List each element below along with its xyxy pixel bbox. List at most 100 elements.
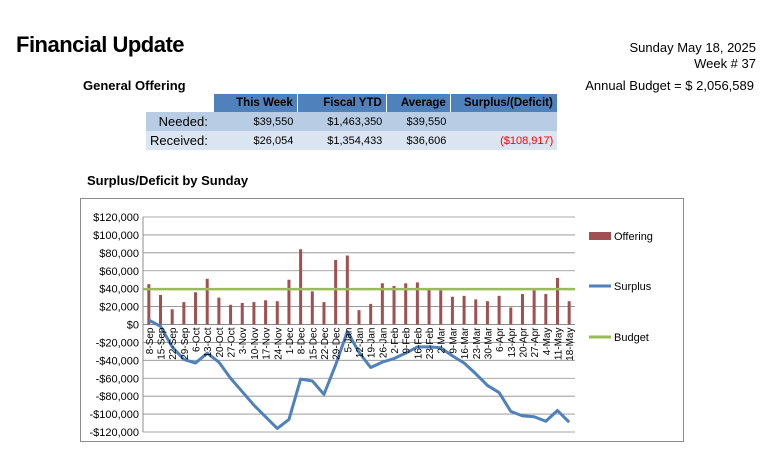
y-tick-label: -$80,000 (96, 391, 139, 403)
col-header-average: Average (386, 94, 451, 112)
x-tick-label: 13-Oct (203, 327, 214, 357)
legend-label: Budget (614, 332, 649, 344)
x-tick-label: 23-Mar (472, 327, 483, 359)
x-tick-label: 10-Nov (250, 328, 261, 360)
offering-bar (217, 297, 221, 325)
x-tick-label: 9-Mar (448, 327, 459, 354)
y-tick-label: -$40,000 (96, 355, 139, 367)
x-tick-label: 22-Dec (320, 328, 331, 360)
offering-bar (462, 295, 466, 325)
offering-bar (275, 301, 279, 325)
offering-bar (427, 289, 431, 325)
legend-label: Surplus (614, 281, 652, 293)
cell-needed-surplus (450, 112, 558, 131)
x-tick-label: 9-Feb (402, 327, 413, 354)
offering-bar (485, 301, 489, 325)
x-tick-label: 8-Sep (145, 327, 156, 354)
offering-bar (205, 278, 209, 325)
offering-bar (194, 292, 198, 325)
offering-bar (520, 294, 524, 325)
y-tick-label: $120,000 (93, 212, 139, 224)
col-header-fiscal-ytd: Fiscal YTD (297, 94, 387, 112)
offering-bar (392, 285, 396, 325)
y-tick-label: $80,000 (99, 248, 139, 260)
chart-title: Surplus/Deficit by Sunday (87, 173, 249, 188)
offering-bar (299, 249, 303, 325)
offering-table: This Week Fiscal YTD Average Surplus/(De… (146, 94, 558, 150)
row-label-received: Received: (146, 131, 214, 150)
offering-bar (159, 294, 163, 325)
x-tick-label: 6-Oct (192, 327, 203, 352)
y-tick-label: $20,000 (99, 302, 139, 314)
offering-bar (497, 295, 501, 325)
offering-bar (357, 310, 361, 325)
offering-bar (439, 290, 443, 325)
x-tick-label: 27-Oct (227, 327, 238, 357)
y-tick-label: $100,000 (93, 230, 139, 242)
legend-label: Offering (614, 231, 653, 243)
x-tick-label: 6-Apr (495, 327, 506, 352)
offering-bar (509, 307, 513, 325)
offering-bar (287, 279, 291, 325)
x-tick-label: 5-Jan (343, 328, 354, 353)
cell-needed-average: $39,550 (386, 112, 451, 131)
col-header-surplus: Surplus/(Deficit) (450, 94, 558, 112)
x-tick-label: 26-Jan (378, 328, 389, 359)
y-tick-label: $0 (127, 320, 139, 332)
week-number: Week # 37 (694, 56, 756, 71)
report-date: Sunday May 18, 2025 (629, 40, 756, 55)
offering-bar (474, 299, 478, 325)
x-tick-label: 1-Dec (285, 328, 296, 355)
page-title: Financial Update (16, 32, 185, 57)
offering-bar (555, 277, 559, 325)
offering-section-title: General Offering (83, 78, 186, 93)
x-tick-label: 30-Mar (483, 327, 494, 359)
surplus-line (148, 318, 571, 430)
offering-bar (532, 290, 536, 325)
x-tick-label: 16-Mar (460, 327, 471, 359)
x-tick-label: 16-Feb (413, 327, 424, 359)
offering-bar (544, 294, 548, 325)
offering-bar (380, 283, 384, 325)
offering-bar (415, 282, 419, 325)
x-tick-label: 3-Nov (238, 328, 249, 355)
y-tick-label: $40,000 (99, 284, 139, 296)
x-tick-label: 29-Dec (332, 328, 343, 360)
x-tick-label: 8-Dec (297, 328, 308, 355)
header-blank-cell (146, 94, 214, 112)
y-tick-label: -$100,000 (89, 409, 139, 421)
table-row: Needed: $39,550 $1,463,350 $39,550 (146, 112, 558, 131)
x-tick-label: 29-Sep (180, 327, 191, 360)
offering-bar (567, 301, 571, 325)
surplus-chart: $120,000 $100,000 $80,000 $60,000 $40,000 $20… (80, 198, 684, 442)
y-tick-label: $60,000 (99, 266, 139, 278)
offering-bar (310, 291, 314, 325)
table-row: Received: $26,054 $1,354,433 $36,606 ($1… (146, 131, 558, 150)
offering-bar (240, 303, 244, 325)
x-tick-label: 15-Sep (157, 327, 168, 360)
offering-bar (147, 284, 151, 325)
chart-canvas: $120,000 $100,000 $80,000 $60,000 $40,000 $20… (89, 212, 653, 439)
x-tick-label: 13-Apr (507, 327, 518, 358)
offering-bar (252, 302, 256, 325)
offering-bar (264, 300, 268, 325)
x-tick-label: 20-Apr (518, 327, 529, 358)
x-tick-label: 22-Sep (168, 327, 179, 360)
offering-bar (170, 309, 174, 325)
cell-received-average: $36,606 (386, 131, 451, 150)
x-tick-label: 15-Dec (308, 328, 319, 360)
cell-needed-fiscal-ytd: $1,463,350 (297, 112, 387, 131)
offering-bar (322, 302, 326, 325)
y-tick-label: -$120,000 (89, 427, 139, 439)
offering-bar (334, 260, 338, 325)
y-tick-label: -$20,000 (96, 337, 139, 349)
cell-received-fiscal-ytd: $1,354,433 (297, 131, 387, 150)
x-tick-label: 20-Oct (215, 327, 226, 357)
legend-offering-swatch (589, 232, 611, 240)
x-tick-label: 23-Feb (425, 327, 436, 359)
y-tick-label: -$60,000 (96, 373, 139, 385)
x-tick-label: 27-Apr (530, 327, 541, 358)
x-tick-label: 2-Mar (437, 327, 448, 354)
offering-bar (450, 296, 454, 325)
x-tick-label: 12-Jan (355, 328, 366, 359)
